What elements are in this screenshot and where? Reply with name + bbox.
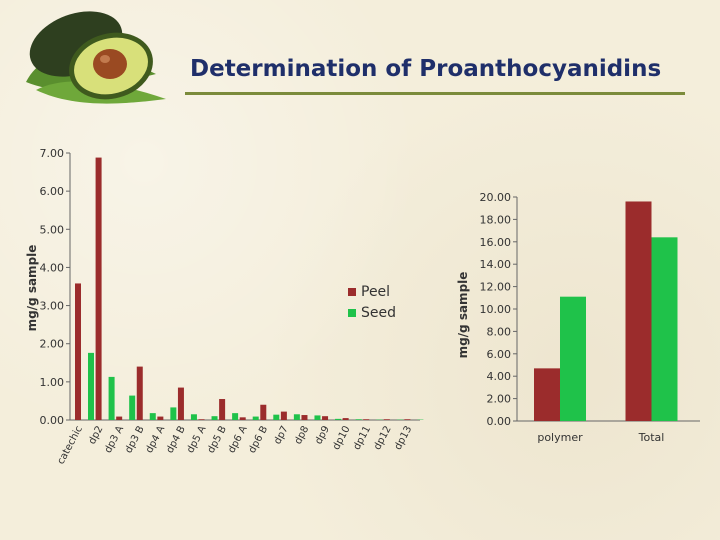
- right-y-tick-label: 4.00: [487, 370, 512, 383]
- left-bar-peel: [363, 419, 370, 420]
- left-y-tick-label: 3.00: [40, 300, 65, 313]
- right-bar-seed: [560, 296, 586, 421]
- left-bar-peel: [157, 416, 164, 420]
- left-bar-peel: [75, 283, 81, 420]
- left-bar-peel: [198, 419, 205, 420]
- right-bar-seed: [651, 237, 678, 421]
- left-bar-seed: [273, 414, 280, 420]
- legend-swatch-seed: [348, 309, 356, 317]
- left-y-tick-label: 1.00: [40, 376, 65, 389]
- right-x-tick-label: polymer: [537, 431, 583, 444]
- left-y-tick-label: 5.00: [40, 223, 65, 236]
- right-y-tick-label: 18.00: [480, 213, 512, 226]
- left-x-tick-label: dp6 B: [247, 424, 270, 455]
- title-divider: [185, 92, 685, 95]
- left-y-tick-label: 6.00: [40, 185, 65, 198]
- left-bar-peel: [322, 416, 329, 420]
- left-bar-peel: [342, 418, 349, 420]
- right-y-tick-label: 8.00: [487, 325, 512, 338]
- left-bar-seed: [335, 418, 342, 420]
- left-bar-seed: [293, 414, 300, 420]
- avocado-icon: [26, 11, 166, 104]
- right-y-axis-label: mg/g sample: [456, 272, 470, 359]
- right-y-tick-label: 0.00: [487, 415, 512, 428]
- legend-label-peel: Peel: [361, 284, 390, 300]
- left-bar-seed: [88, 352, 94, 420]
- right-bar-peel: [534, 368, 560, 421]
- left-bar-seed: [355, 419, 362, 420]
- left-bar-peel: [116, 416, 123, 420]
- right-y-tick-label: 6.00: [487, 348, 512, 361]
- left-y-tick-label: 0.00: [40, 414, 65, 427]
- left-bar-peel: [95, 157, 102, 420]
- left-bar-peel: [301, 415, 308, 420]
- right-y-tick-label: 2.00: [487, 393, 512, 406]
- right-x-tick-label: Total: [638, 431, 665, 444]
- left-x-tick-label: dp2: [87, 424, 106, 446]
- left-bar-peel: [239, 417, 246, 420]
- left-bar-peel: [136, 366, 143, 420]
- right-y-tick-label: 14.00: [480, 258, 512, 271]
- left-x-tick-label: catechic: [56, 424, 85, 466]
- right-y-tick-label: 12.00: [480, 281, 512, 294]
- left-bar-peel: [280, 411, 287, 420]
- left-bar-seed: [149, 413, 156, 420]
- left-y-tick-label: 2.00: [40, 338, 65, 351]
- right-y-tick-label: 10.00: [480, 303, 512, 316]
- left-bar-seed: [170, 407, 177, 420]
- left-bar-seed: [232, 413, 239, 420]
- left-x-tick-label: dp7: [272, 424, 291, 446]
- left-bar-seed: [211, 416, 218, 420]
- left-x-tick-label: dp12: [372, 424, 394, 452]
- right-y-tick-label: 20.00: [480, 191, 512, 204]
- right-bar-peel: [625, 201, 652, 421]
- left-x-tick-label: dp9: [313, 424, 332, 446]
- left-bar-peel: [260, 404, 267, 420]
- right-y-tick-label: 16.00: [480, 236, 512, 249]
- page-title: Determination of Proanthocyanidins: [190, 56, 662, 82]
- left-bar-peel: [219, 399, 226, 420]
- left-bar-seed: [190, 414, 197, 420]
- left-x-tick-label: dp13: [393, 424, 415, 452]
- left-bar-seed: [314, 415, 321, 420]
- left-x-tick-label: dp11: [352, 424, 374, 452]
- legend-label-seed: Seed: [361, 305, 396, 321]
- left-bar-peel: [383, 419, 390, 420]
- left-y-axis-label: mg/g sample: [25, 245, 39, 332]
- left-bar-seed: [108, 376, 115, 420]
- left-x-tick-label: dp10: [331, 424, 353, 452]
- left-bar-peel: [404, 419, 411, 420]
- left-bar-seed: [129, 395, 136, 420]
- left-bar-peel: [177, 387, 184, 420]
- left-y-tick-label: 7.00: [40, 147, 65, 160]
- left-bar-seed: [252, 416, 259, 420]
- left-y-tick-label: 4.00: [40, 261, 65, 274]
- legend-swatch-peel: [348, 288, 356, 296]
- left-x-tick-label: dp8: [293, 424, 312, 446]
